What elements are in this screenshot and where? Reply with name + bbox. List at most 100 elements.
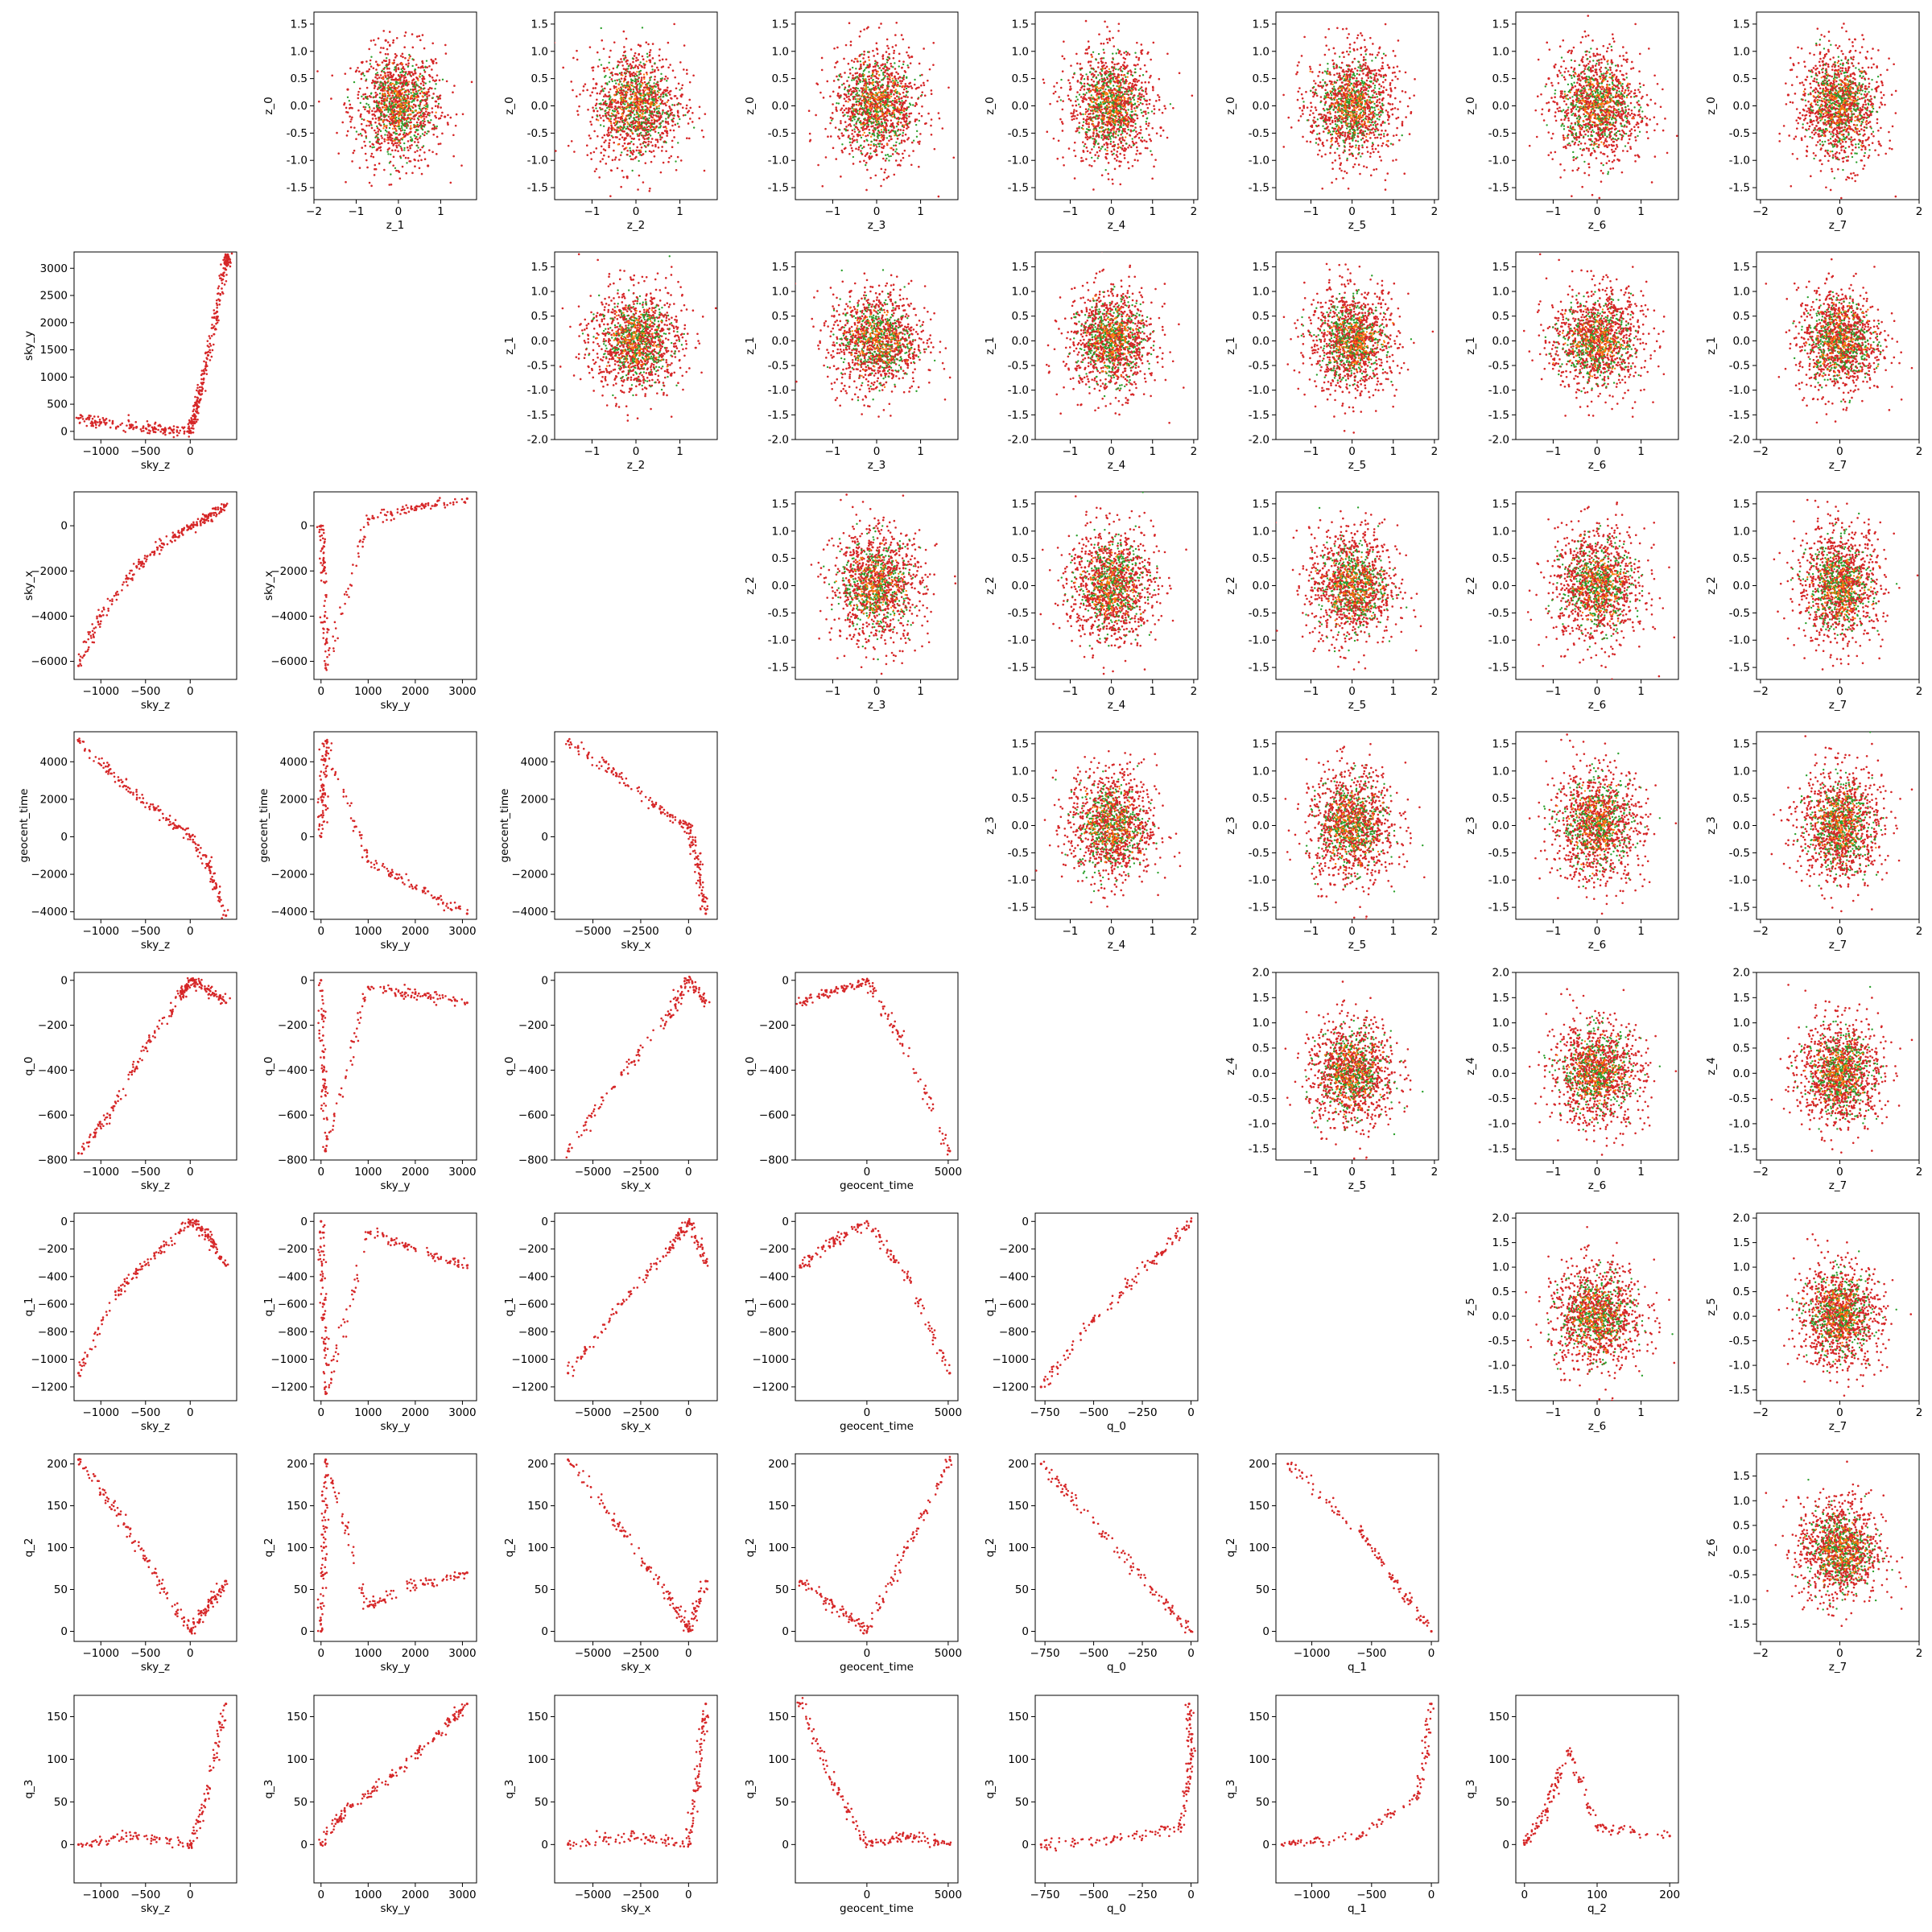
subplot-z_0-vs-z_1: −2 −1 0 1-1.5-1.0-0.50.00.51.01.5z_1z_0 <box>262 11 477 232</box>
scatter-point-red <box>412 103 415 106</box>
scatter-point-red <box>900 105 903 108</box>
scatter-point-red <box>598 176 601 179</box>
scatter-point-red <box>627 80 630 84</box>
scatter-point-red <box>864 80 866 83</box>
scatter-point-red <box>423 131 427 134</box>
scatter-point-red <box>432 93 435 95</box>
scatter-point-red <box>368 47 371 51</box>
scatter-point-red <box>595 118 598 121</box>
scatter-point-orange <box>644 89 646 92</box>
scatter-point-red <box>370 126 374 130</box>
scatter-point-orange <box>638 97 641 101</box>
scatter-point-red <box>381 102 383 105</box>
scatter-point-green <box>409 89 412 91</box>
scatter-point-green <box>383 101 386 104</box>
scatter-point-red <box>404 56 407 60</box>
scatter-point-red <box>919 94 923 97</box>
scatter-point-orange <box>622 85 625 89</box>
scatter-point-red <box>379 146 382 149</box>
scatter-point-green <box>408 53 411 56</box>
scatter-point-red <box>625 37 628 40</box>
scatter-point-red <box>1070 112 1072 115</box>
scatter-point-red <box>1172 106 1174 109</box>
scatter-point-green <box>676 122 679 125</box>
scatter-point-red <box>421 34 424 36</box>
scatter-point-red <box>657 84 659 86</box>
scatter-point-green <box>905 109 908 111</box>
scatter-point-red <box>423 71 427 73</box>
scatter-point-red <box>841 151 844 154</box>
scatter-point-red <box>405 63 407 66</box>
scatter-point-red <box>612 136 614 138</box>
scatter-point-red <box>603 141 605 144</box>
scatter-point-red <box>1086 52 1089 55</box>
scatter-point-red <box>1080 73 1082 76</box>
scatter-point-orange <box>865 96 868 98</box>
scatter-point-green <box>365 137 368 139</box>
scatter-point-red <box>898 80 902 82</box>
scatter-point-red <box>624 50 626 53</box>
scatter-point-orange <box>386 97 389 100</box>
scatter-point-green <box>394 93 396 95</box>
scatter-point-red <box>1117 23 1121 25</box>
scatter-point-red <box>1058 96 1060 98</box>
scatter-point-red <box>1144 147 1147 150</box>
scatter-point-red <box>640 76 643 79</box>
x-tick-label: 1 <box>917 205 924 218</box>
scatter-point-red <box>687 122 690 125</box>
scatter-point-red <box>349 67 352 70</box>
scatter-point-red <box>641 55 644 58</box>
scatter-point-green <box>875 123 878 126</box>
scatter-point-green <box>634 78 637 80</box>
scatter-point-red <box>859 134 861 137</box>
scatter-point-red <box>915 118 919 121</box>
scatter-point-orange <box>892 82 895 85</box>
scatter-point-red <box>920 84 923 87</box>
scatter-point-red <box>377 73 379 76</box>
scatter-point-green <box>848 76 850 79</box>
scatter-point-red <box>419 137 421 139</box>
scatter-point-red <box>1106 26 1108 28</box>
scatter-point-red <box>894 44 898 47</box>
scatter-point-red <box>618 89 621 92</box>
scatter-point-orange <box>399 98 402 101</box>
scatter-point-red <box>1120 53 1122 56</box>
scatter-point-red <box>388 67 390 70</box>
scatter-point-red <box>600 145 603 148</box>
scatter-point-red <box>405 80 408 82</box>
scatter-point-red <box>1108 30 1111 33</box>
scatter-point-green <box>652 104 654 107</box>
scatter-point-orange <box>398 124 400 126</box>
scatter-point-red <box>380 85 382 87</box>
scatter-point-red <box>391 78 394 81</box>
scatter-point-green <box>894 116 896 119</box>
scatter-point-red <box>407 157 410 159</box>
scatter-point-red <box>1138 74 1141 77</box>
scatter-point-red <box>899 101 902 104</box>
scatter-point-green <box>609 76 611 79</box>
scatter-point-orange <box>876 114 878 116</box>
scatter-point-green <box>348 100 351 102</box>
scatter-point-green <box>1125 142 1128 145</box>
scatter-point-red <box>417 159 420 162</box>
scatter-point-red <box>1145 127 1148 130</box>
scatter-point-red <box>378 110 381 113</box>
scatter-point-red <box>376 77 379 80</box>
scatter-point-red <box>643 138 646 140</box>
scatter-point-orange <box>619 126 621 130</box>
scatter-point-red <box>853 130 857 133</box>
y-tick-label: -1.5 <box>287 182 308 195</box>
scatter-point-red <box>886 38 889 41</box>
scatter-point-orange <box>406 101 409 105</box>
scatter-point-green <box>901 100 903 102</box>
scatter-point-red <box>1105 65 1108 68</box>
scatter-point-red <box>601 114 605 118</box>
scatter-point-red <box>634 86 638 89</box>
scatter-point-green <box>647 130 650 134</box>
scatter-point-red <box>1145 140 1148 143</box>
scatter-point-orange <box>398 113 400 116</box>
scatter-point-red <box>841 111 844 114</box>
scatter-point-green <box>882 99 885 102</box>
scatter-point-red <box>446 122 449 124</box>
scatter-point-red <box>648 189 651 192</box>
